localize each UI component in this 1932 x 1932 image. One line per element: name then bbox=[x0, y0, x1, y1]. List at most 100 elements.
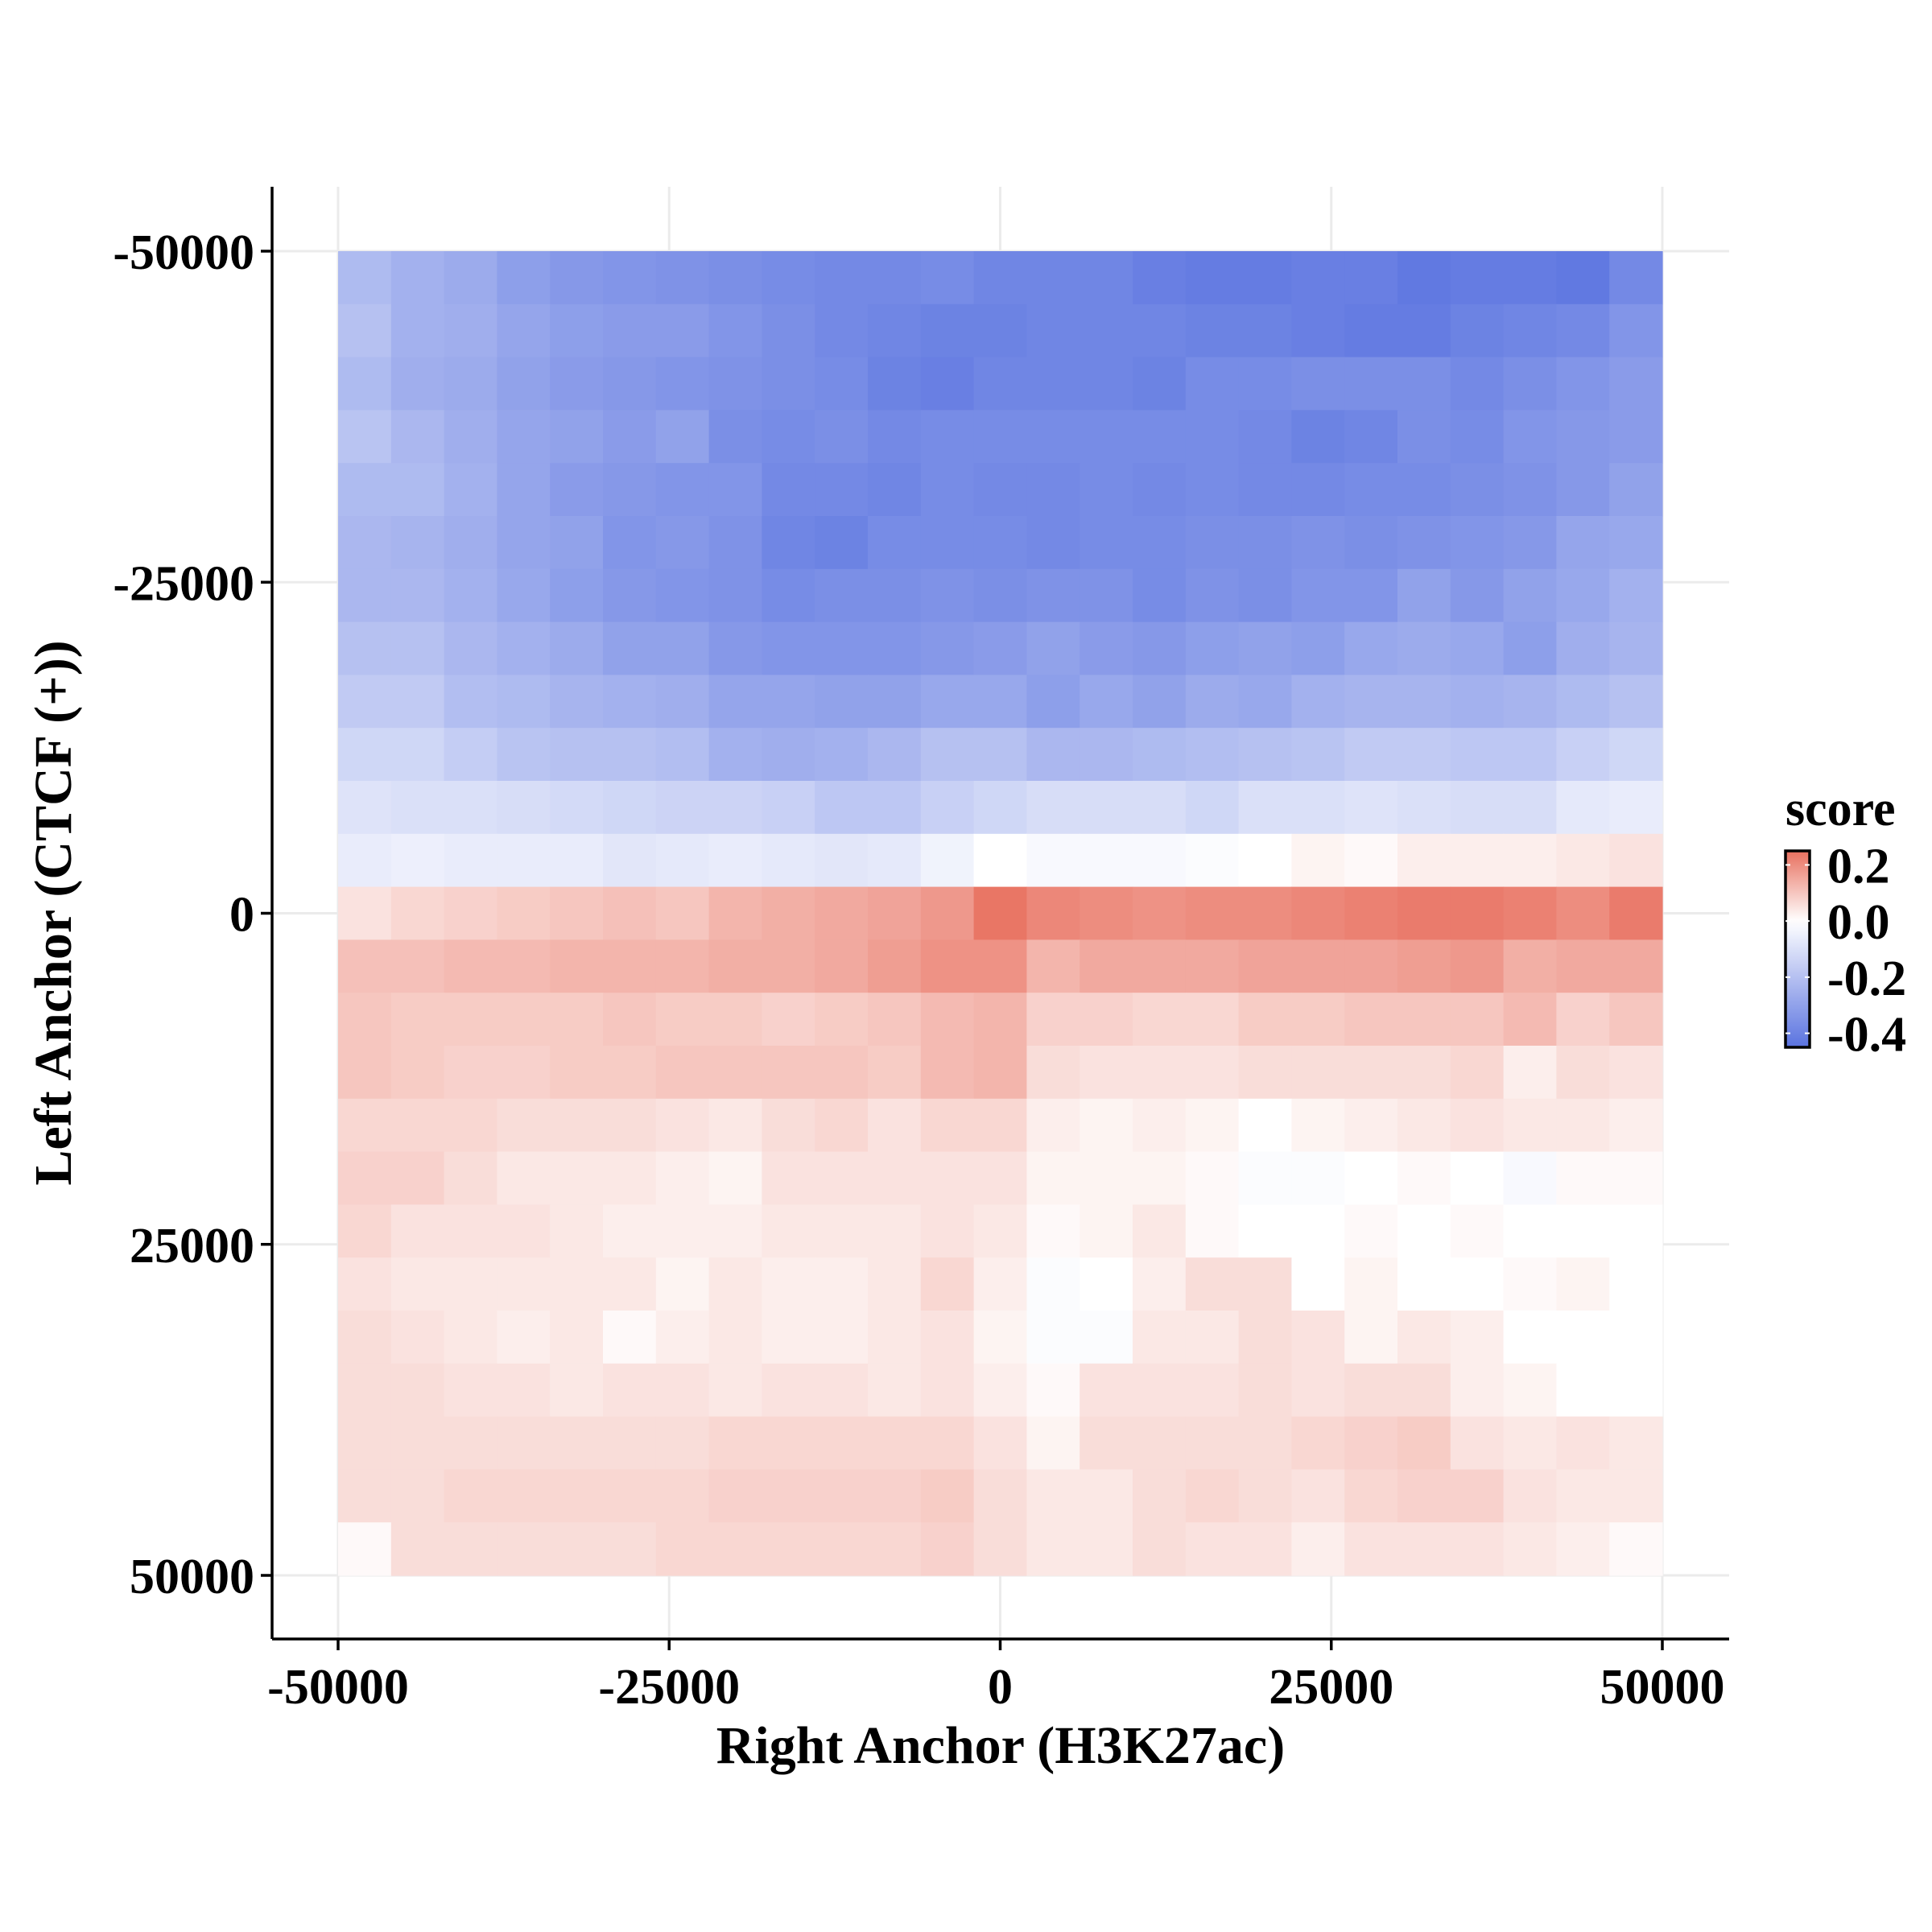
heatmap-cell bbox=[338, 993, 392, 1046]
heatmap-cell bbox=[1556, 251, 1610, 305]
heatmap-cell bbox=[444, 1469, 497, 1523]
heatmap-cell bbox=[1080, 357, 1133, 411]
heatmap-cell bbox=[550, 1469, 604, 1523]
heatmap-cell bbox=[1185, 993, 1240, 1046]
heatmap-cell bbox=[708, 1363, 762, 1418]
heatmap-cell bbox=[550, 1363, 604, 1418]
heatmap-cell bbox=[1026, 410, 1080, 464]
heatmap-cell bbox=[1397, 833, 1451, 888]
heatmap-cell bbox=[1185, 1204, 1240, 1258]
heatmap-cell bbox=[1450, 251, 1505, 305]
heatmap-cell bbox=[1080, 1469, 1133, 1523]
heatmap-cell bbox=[920, 1257, 975, 1311]
heatmap-cell bbox=[1133, 1257, 1187, 1311]
heatmap-cell bbox=[868, 621, 922, 675]
heatmap-cell bbox=[1609, 357, 1663, 411]
heatmap-cell bbox=[1397, 463, 1451, 517]
heatmap-cell bbox=[550, 781, 604, 835]
heatmap-cell bbox=[1026, 833, 1080, 888]
heatmap-cell bbox=[1238, 303, 1292, 358]
heatmap-cell bbox=[973, 1098, 1027, 1153]
heatmap-cell bbox=[1080, 728, 1133, 782]
heatmap-cell bbox=[1503, 1522, 1557, 1576]
heatmap-cell bbox=[1238, 251, 1292, 305]
heatmap-cell bbox=[1503, 516, 1557, 570]
heatmap-cell bbox=[1556, 1151, 1610, 1205]
heatmap-cell bbox=[444, 886, 497, 940]
heatmap-cell bbox=[655, 1522, 710, 1576]
heatmap-cell bbox=[1556, 1311, 1610, 1364]
heatmap-cell bbox=[762, 781, 815, 835]
heatmap-cell bbox=[815, 886, 869, 940]
heatmap-cell bbox=[338, 621, 392, 675]
heatmap-cell bbox=[550, 833, 604, 888]
heatmap-cell bbox=[1291, 357, 1345, 411]
heatmap-cell bbox=[603, 993, 657, 1046]
heatmap-cell bbox=[1026, 886, 1080, 940]
heatmap-cell bbox=[1556, 1098, 1610, 1153]
y-tick-label: 50000 bbox=[130, 1550, 254, 1604]
heatmap-cell bbox=[762, 1046, 815, 1100]
heatmap-cell bbox=[390, 1522, 445, 1576]
heatmap-cell bbox=[762, 1151, 815, 1205]
heatmap-cell bbox=[1080, 993, 1133, 1046]
heatmap-cell bbox=[338, 1363, 392, 1418]
heatmap-cell bbox=[1397, 410, 1451, 464]
heatmap-cell bbox=[550, 1257, 604, 1311]
heatmap-cell bbox=[1344, 675, 1398, 729]
heatmap-cell bbox=[603, 410, 657, 464]
heatmap-cell bbox=[815, 1257, 869, 1311]
heatmap-cell bbox=[1450, 463, 1505, 517]
heatmap-cell bbox=[603, 1469, 657, 1523]
heatmap-cell bbox=[1609, 1204, 1663, 1258]
heatmap-cell bbox=[920, 1311, 975, 1364]
heatmap-cell bbox=[1238, 621, 1292, 675]
heatmap-cell bbox=[338, 516, 392, 570]
heatmap-cell bbox=[1556, 303, 1610, 358]
heatmap-cell bbox=[1609, 410, 1663, 464]
heatmap-cell bbox=[868, 728, 922, 782]
heatmap-cell bbox=[815, 1046, 869, 1100]
heatmap-cell bbox=[1291, 993, 1345, 1046]
heatmap-cell bbox=[338, 357, 392, 411]
heatmap-cell bbox=[444, 728, 497, 782]
heatmap-cell bbox=[1503, 303, 1557, 358]
heatmap-cell bbox=[497, 1469, 551, 1523]
heatmap-cell bbox=[762, 833, 815, 888]
heatmap-cell bbox=[1344, 251, 1398, 305]
heatmap-cell bbox=[1503, 781, 1557, 835]
x-tick-label: 25000 bbox=[1269, 1660, 1393, 1715]
heatmap-cell bbox=[1503, 886, 1557, 940]
heatmap-cell bbox=[1609, 1311, 1663, 1364]
heatmap-cell bbox=[603, 463, 657, 517]
heatmap-cell bbox=[815, 833, 869, 888]
heatmap-cell bbox=[1556, 781, 1610, 835]
heatmap-cell bbox=[973, 568, 1027, 623]
heatmap-cell bbox=[1450, 410, 1505, 464]
heatmap-cell bbox=[338, 1046, 392, 1100]
heatmap-cell bbox=[1080, 1363, 1133, 1418]
heatmap-cell bbox=[1185, 833, 1240, 888]
heatmap-cell bbox=[1503, 675, 1557, 729]
heatmap-cell bbox=[1238, 410, 1292, 464]
heatmap-cell bbox=[497, 1363, 551, 1418]
heatmap-cell bbox=[603, 1204, 657, 1258]
heatmap-cell bbox=[338, 1204, 392, 1258]
heatmap-cell bbox=[1503, 1257, 1557, 1311]
heatmap-cell bbox=[1450, 516, 1505, 570]
heatmap-cell bbox=[1026, 568, 1080, 623]
heatmap-cell bbox=[444, 1416, 497, 1470]
heatmap-cell bbox=[1609, 568, 1663, 623]
heatmap-cell bbox=[1609, 939, 1663, 993]
x-tick-label: 0 bbox=[988, 1660, 1013, 1715]
heatmap-cell bbox=[1133, 1416, 1187, 1470]
y-tick-label: 25000 bbox=[130, 1219, 254, 1274]
heatmap-cell bbox=[708, 833, 762, 888]
heatmap-cell bbox=[708, 621, 762, 675]
heatmap-cell bbox=[1026, 1098, 1080, 1153]
heatmap-cell bbox=[497, 939, 551, 993]
heatmap-cell bbox=[444, 1046, 497, 1100]
heatmap-cell bbox=[920, 1046, 975, 1100]
heatmap-cell bbox=[1556, 1204, 1610, 1258]
